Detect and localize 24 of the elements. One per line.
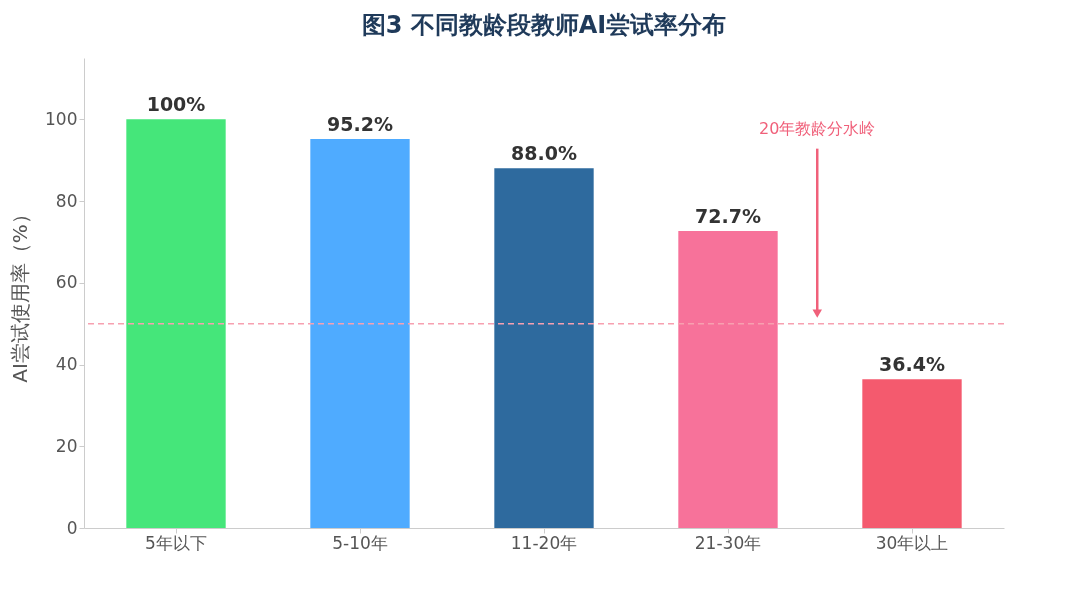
- x-tick-label: 30年以上: [875, 532, 949, 553]
- y-tick-label: 0: [66, 517, 78, 538]
- data-label: 95.2%: [327, 112, 393, 135]
- y-tick-label: 40: [55, 354, 78, 375]
- y-axis-title: AI尝试使用率（%）: [8, 204, 33, 383]
- data-label: 36.4%: [879, 353, 945, 376]
- x-tick-label: 21-30年: [694, 532, 762, 553]
- bar: [862, 379, 962, 528]
- y-tick-label: 80: [55, 190, 78, 211]
- x-tick-label: 5年以下: [145, 532, 207, 553]
- y-tick-label: 20: [55, 435, 78, 456]
- bar: [494, 168, 594, 528]
- data-label: 72.7%: [695, 204, 761, 227]
- y-tick-label: 60: [55, 272, 78, 293]
- data-label: 88.0%: [511, 142, 577, 165]
- data-label: 100%: [146, 93, 206, 116]
- bar: [678, 230, 778, 528]
- chart-title: 图3 不同教龄段教师AI尝试率分布: [361, 11, 727, 39]
- y-tick-label: 100: [45, 108, 78, 129]
- bar: [310, 138, 410, 528]
- x-tick-label: 5-10年: [332, 532, 388, 553]
- x-tick-label: 11-20年: [510, 532, 578, 553]
- bar: [126, 119, 226, 528]
- annotation: 20年教龄分水岭: [759, 118, 876, 138]
